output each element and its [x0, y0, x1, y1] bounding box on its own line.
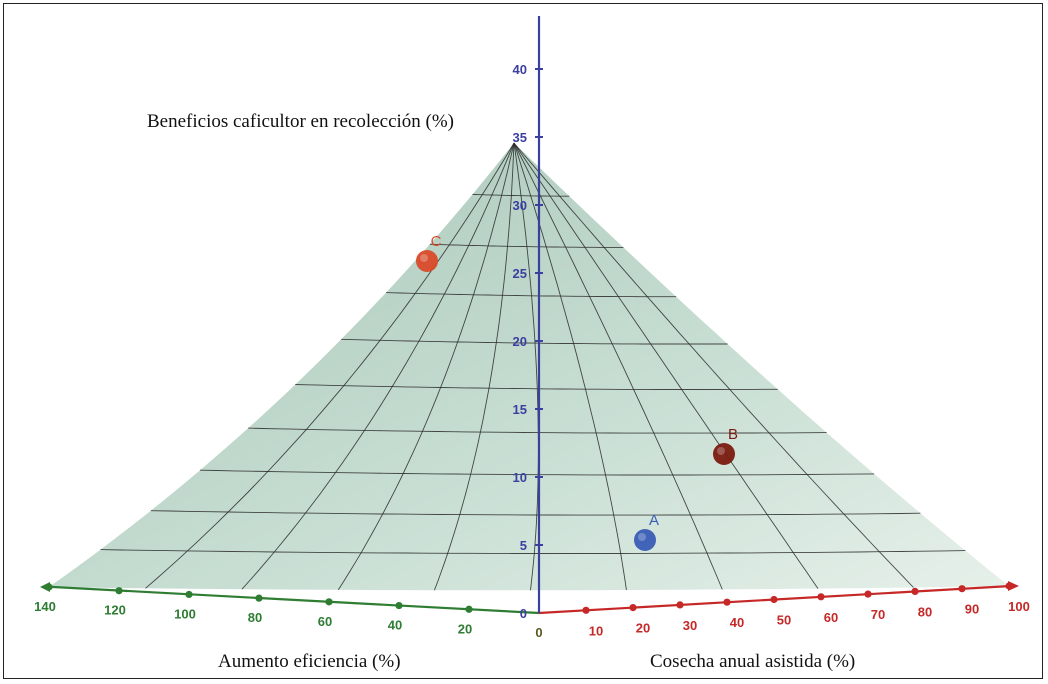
harvest-tick-label: 90 [965, 602, 979, 617]
harvest-tick-label: 60 [824, 610, 838, 625]
z-tick-label: 15 [513, 402, 527, 417]
point-c-label: C [431, 233, 442, 250]
point-highlight [638, 533, 646, 541]
harvest-tick-label: 80 [918, 604, 932, 619]
point-a-label: A [649, 512, 659, 529]
efficiency-tick-dot [185, 590, 193, 599]
efficiency-axis-title: Aumento eficiencia (%) [218, 651, 401, 672]
mesh-line [513, 142, 914, 588]
harvest-tick-dot [770, 595, 778, 604]
harvest-tick-dot [582, 606, 590, 614]
efficiency-tick-label: 140 [34, 599, 56, 614]
harvest-axis-title: Cosecha anual asistida (%) [650, 651, 856, 672]
surface-fill [49, 143, 1009, 591]
efficiency-tick-label: 80 [248, 610, 262, 625]
z-tick-label: 40 [513, 62, 527, 77]
z-tick-label: 35 [513, 130, 527, 145]
efficiency-tick-label: 60 [318, 614, 332, 629]
point-highlight [420, 254, 428, 262]
mesh-line [513, 142, 819, 589]
efficiency-tick-label: 100 [174, 606, 196, 621]
mesh-line [145, 142, 515, 589]
point-b-marker [713, 443, 735, 465]
point-highlight [717, 447, 725, 455]
point-b-label: B [728, 426, 738, 443]
harvest-tick-dot [911, 587, 919, 596]
z-tick-label: 20 [513, 334, 527, 349]
z-tick-label: 0 [520, 606, 527, 621]
efficiency-tick-dot [465, 605, 473, 613]
efficiency-axis-line [43, 585, 540, 615]
harvest-tick-label: 100 [1008, 599, 1030, 614]
harvest-tick-label: 40 [730, 615, 744, 630]
harvest-tick-dot [1005, 582, 1013, 590]
efficiency-tick-dot [255, 594, 263, 602]
efficiency-tick-dot [45, 583, 53, 591]
chart-frame: 20 40 60 80 100 120 140 10 20 30 40 50 60 70 80 90 100 0 5… [3, 3, 1043, 679]
harvest-tick-label: 10 [589, 623, 603, 638]
efficiency-tick-label: 20 [458, 621, 472, 636]
mesh-line [513, 142, 627, 591]
harvest-tick-dot [864, 590, 872, 598]
z-tick-label: 5 [520, 538, 527, 553]
efficiency-tick-label: 120 [104, 603, 126, 618]
mesh-line [513, 142, 539, 591]
surface-layer [49, 142, 1009, 591]
origin-label: 0 [535, 625, 542, 640]
mesh-line [241, 142, 515, 590]
harvest-tick-dot [629, 604, 637, 612]
z-tick-label: 25 [513, 266, 527, 281]
harvest-tick-label: 20 [636, 621, 650, 636]
point-c-marker [416, 250, 438, 272]
harvest-tick-label: 70 [871, 607, 885, 622]
efficiency-tick-dot [115, 587, 123, 595]
z-tick-label: 10 [513, 470, 527, 485]
mesh-line [433, 142, 515, 591]
efficiency-tick-dot [325, 598, 333, 606]
harvest-tick-dot [723, 598, 731, 606]
harvest-tick-label: 50 [777, 613, 791, 628]
efficiency-tick-dot [395, 601, 403, 610]
harvest-tick-label: 30 [683, 618, 697, 633]
mesh-line [337, 142, 515, 591]
point-a-marker [634, 529, 656, 551]
mesh-line [513, 142, 723, 590]
z-axis-title: Beneficios caficultor en recolección (%) [147, 111, 455, 132]
efficiency-tick-label: 40 [388, 618, 402, 633]
points-layer: A B C [416, 233, 738, 551]
z-tick-label: 30 [513, 198, 527, 213]
harvest-tick-dot [817, 593, 825, 601]
harvest-tick-dot [676, 601, 684, 609]
harvest-tick-dot [958, 585, 966, 593]
